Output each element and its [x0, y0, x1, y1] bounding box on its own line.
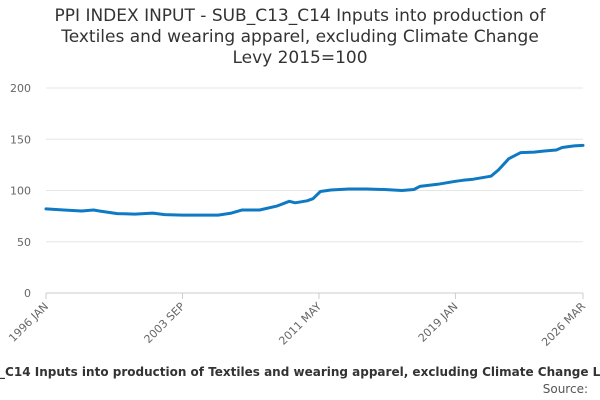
y-tick-label-0: 0 — [24, 287, 31, 300]
x-tick-label-3: 2019 JAN — [416, 300, 461, 345]
footer-caption-text: SUB_C13_C14 Inputs into production of Te… — [0, 365, 600, 379]
x-tick-label-2: 2011 MAY — [276, 300, 324, 348]
series-layer — [44, 143, 585, 217]
x-axis-ticks: 1996 JAN 2003 SEP 2011 MAY 2019 JAN 2026 MAR — [6, 292, 588, 349]
x-tick-label-4: 2026 MAR — [539, 300, 588, 349]
y-tick-label-2: 100 — [10, 185, 31, 198]
x-tick-label-1: 2003 SEP — [142, 300, 188, 346]
source-label: Source: — [542, 382, 588, 396]
y-tick-label-4: 200 — [10, 82, 31, 95]
x-tick-label-0: 1996 JAN — [6, 300, 51, 345]
footer-caption: SUB_C13_C14 Inputs into production of Te… — [0, 365, 600, 379]
y-tick-label-1: 50 — [17, 236, 31, 249]
chart-title: PPI INDEX INPUT - SUB_C13_C14 Inputs int… — [0, 6, 600, 69]
y-tick-label-3: 150 — [10, 133, 31, 146]
chart-title-line-2: Textiles and wearing apparel, excluding … — [61, 27, 539, 47]
series-line-0 — [44, 143, 585, 217]
chart-title-line-3: Levy 2015=100 — [232, 48, 368, 68]
chart-title-line-1: PPI INDEX INPUT - SUB_C13_C14 Inputs int… — [54, 6, 546, 26]
y-axis-ticks: 0 50 100 150 200 — [10, 82, 31, 300]
grid-lines — [46, 87, 583, 294]
